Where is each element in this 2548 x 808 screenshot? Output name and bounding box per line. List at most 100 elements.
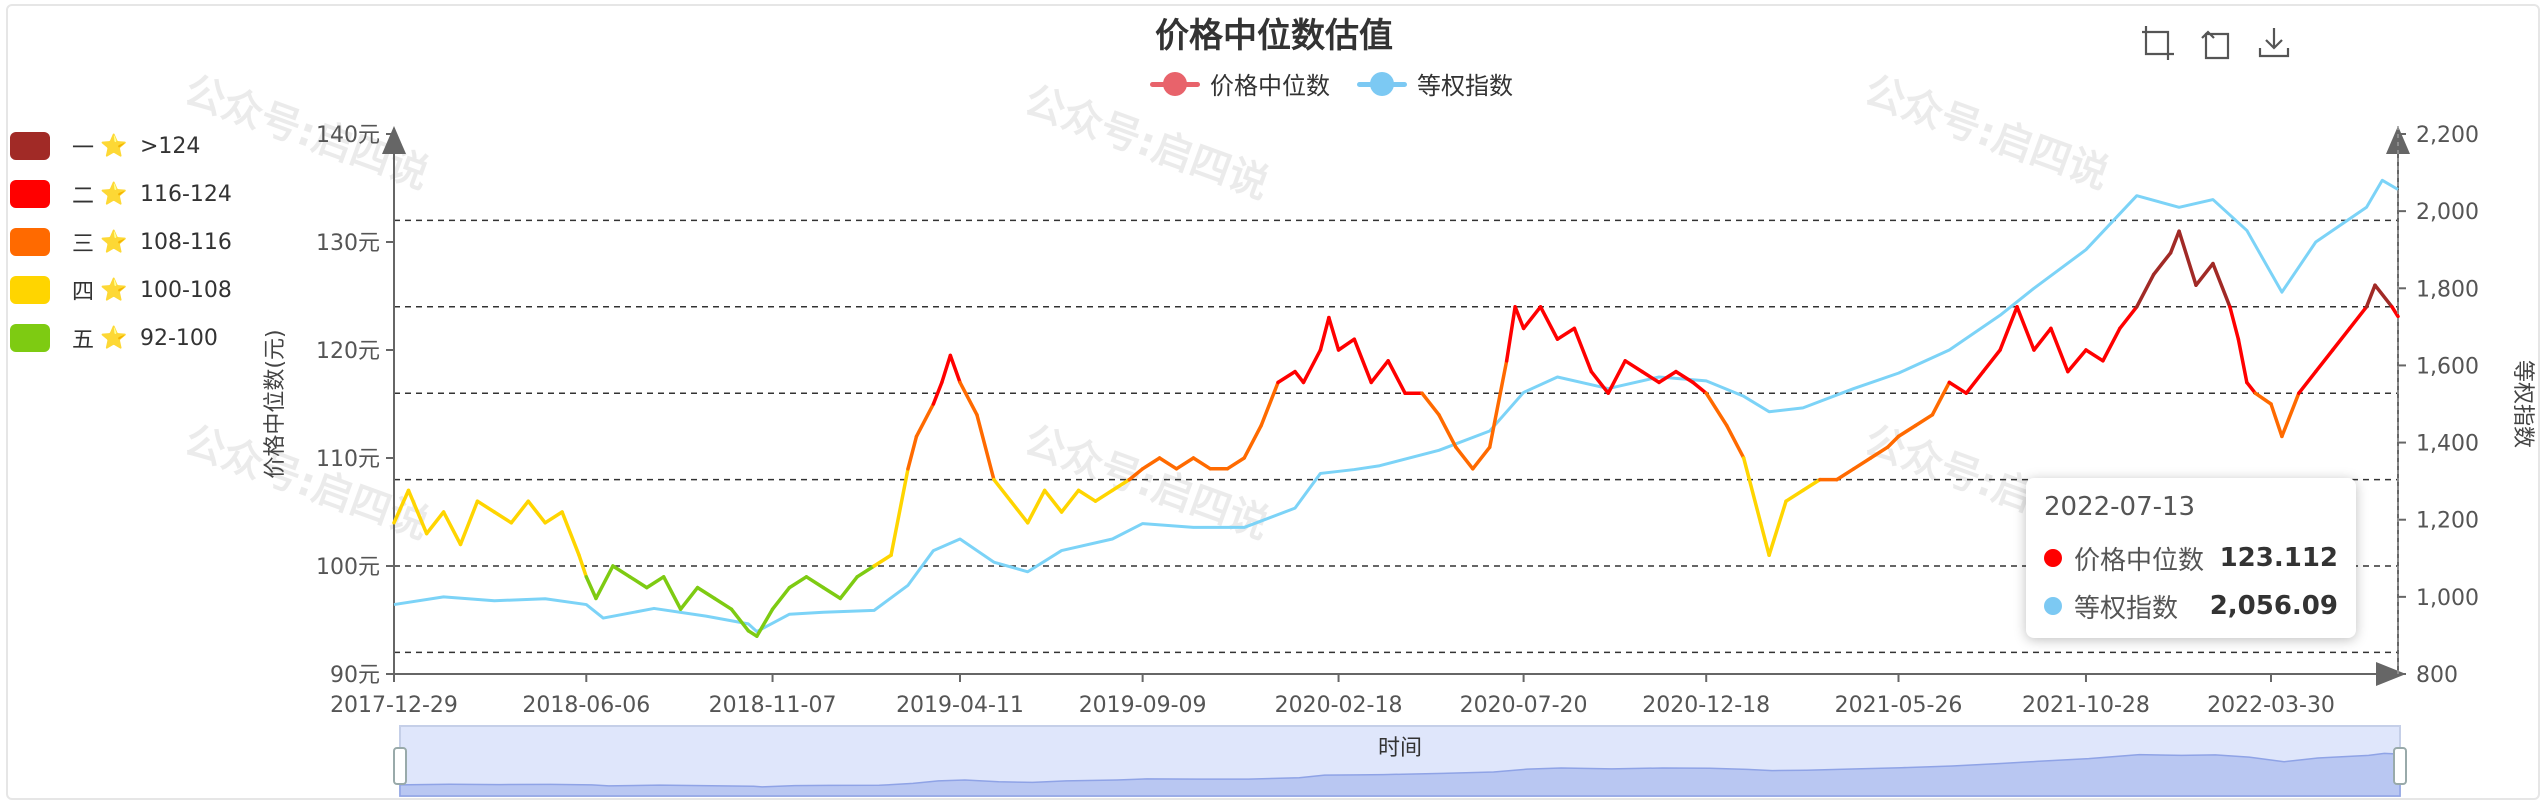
y-axis-left-arrow xyxy=(382,126,406,154)
series-segment-price xyxy=(958,380,979,417)
y-right-tick-label: 2,200 xyxy=(2416,123,2479,148)
series-segment-price xyxy=(838,575,859,601)
x-tick-label: 2020-07-20 xyxy=(1460,693,1588,718)
legend-item-index[interactable]: 等权指数 xyxy=(1357,66,1513,101)
x-tick-label: 2021-05-26 xyxy=(1835,693,1963,718)
visual-map-item[interactable]: 四 ⭐ 100-108 xyxy=(10,266,232,314)
visual-map-rank: 五 xyxy=(72,328,95,353)
series-segment-price xyxy=(1704,391,1729,428)
tooltip-value: 123.112 xyxy=(2219,543,2338,573)
series-segment-price xyxy=(821,585,843,601)
series-segment-price xyxy=(628,575,649,590)
y-axis-right-arrow xyxy=(2386,126,2410,154)
series-segment-price xyxy=(2269,402,2284,439)
visual-map-item[interactable]: 五 ⭐ 92-100 xyxy=(10,314,232,362)
tooltip-row: 等权指数 2,056.09 xyxy=(2044,582,2338,630)
datazoom-preview-area xyxy=(399,752,2401,797)
y-right-tick-label: 1,800 xyxy=(2416,277,2479,302)
series-segment-price xyxy=(2066,348,2088,374)
series-segment-price xyxy=(1301,348,1323,385)
series-segment-price xyxy=(1318,315,1331,352)
tooltip-name: 价格中位数 xyxy=(2074,545,2205,576)
series-segment-price xyxy=(1725,423,1746,460)
series-segment-price xyxy=(2177,229,2198,287)
y-left-tick-label: 120元 xyxy=(316,339,380,364)
series-segment-price xyxy=(855,564,876,579)
series-segment-price xyxy=(1093,488,1115,503)
series-segment-price xyxy=(584,575,598,601)
series-segment-price xyxy=(1852,456,1873,471)
x-tick-label: 2019-04-11 xyxy=(896,693,1024,718)
series-segment-price xyxy=(1758,521,1771,557)
zoom-reset-icon[interactable] xyxy=(2198,24,2234,60)
series-segment-price xyxy=(661,575,683,611)
legend-label: 等权指数 xyxy=(1417,72,1513,100)
series-segment-price xyxy=(2245,380,2258,395)
series-segment-price xyxy=(975,413,996,482)
series-segment-price xyxy=(1025,488,1047,525)
series-segment-price xyxy=(577,553,589,579)
series-line-index xyxy=(393,178,2399,634)
series-segment-price xyxy=(1352,337,1373,385)
series-segment-price xyxy=(2194,261,2215,287)
series-segment-price xyxy=(1741,456,1763,525)
series-segment-price xyxy=(2101,326,2122,363)
visual-map-rank: 二 xyxy=(72,184,95,209)
series-segment-price xyxy=(1606,359,1627,395)
series-segment-price xyxy=(1572,326,1594,374)
zoom-area-icon[interactable] xyxy=(2140,24,2176,60)
series-segment-price xyxy=(1009,499,1030,525)
series-segment-price xyxy=(1555,326,1577,341)
legend-item-price[interactable]: 价格中位数 xyxy=(1150,66,1330,101)
series-segment-price xyxy=(1504,305,1517,363)
series-segment-price xyxy=(1868,445,1890,460)
series-segment-price xyxy=(2347,305,2369,331)
x-axis-arrow xyxy=(2376,662,2406,686)
visual-map-range: >124 xyxy=(140,133,201,159)
series-segment-price xyxy=(2330,326,2352,352)
visual-map-range: 92-100 xyxy=(140,325,218,351)
visual-map-rank: 一 xyxy=(72,136,95,161)
series-segment-price xyxy=(2373,283,2394,309)
series-segment-price xyxy=(2253,391,2273,406)
series-segment-price xyxy=(1640,369,1661,385)
series-segment-price xyxy=(906,434,919,471)
star-icon: ⭐ xyxy=(100,181,128,207)
datazoom-handle-left xyxy=(393,747,407,785)
series-segment-price xyxy=(992,477,1013,503)
visual-map-rank: 三 xyxy=(72,232,95,257)
y-right-tick-label: 1,600 xyxy=(2416,354,2479,379)
chart-frame xyxy=(6,4,2540,800)
series-segment-price xyxy=(1386,359,1407,395)
visual-map-swatch xyxy=(10,324,50,352)
tooltip-value: 2,056.09 xyxy=(2209,591,2338,621)
series-segment-price xyxy=(1513,305,1526,331)
series-segment-price xyxy=(1589,369,1611,395)
series-segment-price xyxy=(1998,305,2019,352)
visual-map-range: 108-116 xyxy=(140,229,232,255)
series-segment-price xyxy=(1157,456,1179,471)
series-segment-price xyxy=(1947,380,1968,395)
series-segment-price xyxy=(560,510,581,557)
x-tick-label: 2019-09-09 xyxy=(1079,693,1207,718)
visual-map-item[interactable]: 二 ⭐ 116-124 xyxy=(10,170,232,218)
visual-map-range: 100-108 xyxy=(140,277,232,303)
series-segment-price xyxy=(1454,445,1475,471)
series-segment-price xyxy=(2032,326,2053,352)
series-segment-price xyxy=(1896,423,1918,439)
series-segment-price xyxy=(1110,477,1132,493)
visual-map-range: 116-124 xyxy=(140,181,232,207)
series-segment-price xyxy=(2118,305,2139,331)
save-image-icon[interactable] xyxy=(2256,24,2292,60)
star-icon: ⭐ xyxy=(100,277,128,303)
series-segment-price xyxy=(678,585,700,611)
series-segment-price xyxy=(645,575,666,590)
visual-map-item[interactable]: 一 ⭐ >124 xyxy=(10,122,232,170)
series-segment-price xyxy=(1076,488,1098,503)
visual-map-item[interactable]: 三 ⭐ 108-116 xyxy=(10,218,232,266)
series-segment-price xyxy=(1674,369,1695,385)
series-segment-price xyxy=(940,353,953,385)
series-segment-price xyxy=(787,575,809,590)
series-segment-price xyxy=(2314,348,2335,374)
